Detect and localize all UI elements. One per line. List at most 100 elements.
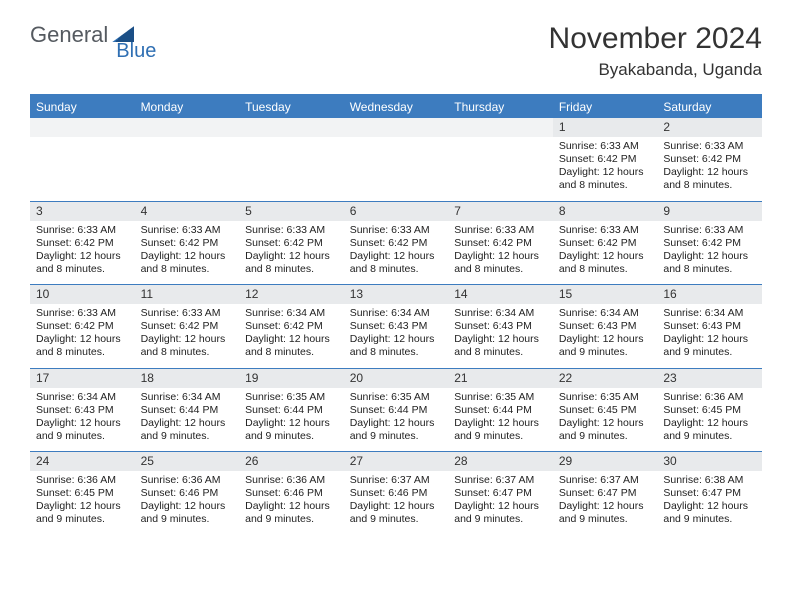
day-info-line: Sunrise: 6:38 AM: [663, 474, 756, 487]
day-info-line: Sunrise: 6:35 AM: [245, 391, 338, 404]
day-info-line: Daylight: 12 hours and 8 minutes.: [559, 250, 652, 276]
day-number: [239, 118, 344, 137]
day-info-line: Daylight: 12 hours and 8 minutes.: [141, 250, 234, 276]
day-content: Sunrise: 6:34 AMSunset: 6:42 PMDaylight:…: [239, 304, 344, 364]
day-info-line: Daylight: 12 hours and 9 minutes.: [663, 417, 756, 443]
day-content: Sunrise: 6:33 AMSunset: 6:42 PMDaylight:…: [344, 221, 449, 281]
daynum-row: 10111213141516: [30, 285, 762, 305]
day-content-cell: Sunrise: 6:33 AMSunset: 6:42 PMDaylight:…: [344, 221, 449, 285]
day-info-line: Sunrise: 6:36 AM: [663, 391, 756, 404]
day-info-line: Sunset: 6:42 PM: [141, 237, 234, 250]
day-info-line: Sunrise: 6:37 AM: [454, 474, 547, 487]
day-info-line: Daylight: 12 hours and 9 minutes.: [663, 333, 756, 359]
day-content: [448, 137, 553, 144]
day-number-cell: 8: [553, 201, 658, 221]
day-number: 5: [239, 202, 344, 221]
day-content-cell: Sunrise: 6:33 AMSunset: 6:42 PMDaylight:…: [135, 304, 240, 368]
day-content-cell: Sunrise: 6:35 AMSunset: 6:44 PMDaylight:…: [239, 388, 344, 452]
day-content-cell: Sunrise: 6:34 AMSunset: 6:42 PMDaylight:…: [239, 304, 344, 368]
day-content-cell: Sunrise: 6:33 AMSunset: 6:42 PMDaylight:…: [553, 137, 658, 201]
day-info-line: Sunrise: 6:33 AM: [454, 224, 547, 237]
day-number: 6: [344, 202, 449, 221]
day-number: 24: [30, 452, 135, 471]
weekday-row: SundayMondayTuesdayWednesdayThursdayFrid…: [30, 95, 762, 118]
day-info-line: Sunrise: 6:33 AM: [36, 307, 129, 320]
day-info-line: Sunrise: 6:33 AM: [350, 224, 443, 237]
day-content: Sunrise: 6:33 AMSunset: 6:42 PMDaylight:…: [448, 221, 553, 281]
day-number-cell: 4: [135, 201, 240, 221]
day-number-cell: 2: [657, 118, 762, 137]
day-info-line: Sunrise: 6:35 AM: [559, 391, 652, 404]
day-info-line: Sunset: 6:42 PM: [245, 237, 338, 250]
day-info-line: Daylight: 12 hours and 9 minutes.: [245, 500, 338, 526]
day-content-cell: Sunrise: 6:33 AMSunset: 6:42 PMDaylight:…: [553, 221, 658, 285]
day-content-cell: Sunrise: 6:34 AMSunset: 6:43 PMDaylight:…: [448, 304, 553, 368]
day-info-line: Sunrise: 6:35 AM: [350, 391, 443, 404]
day-content-cell: Sunrise: 6:34 AMSunset: 6:43 PMDaylight:…: [657, 304, 762, 368]
day-number-cell: 14: [448, 285, 553, 305]
day-info-line: Daylight: 12 hours and 9 minutes.: [663, 500, 756, 526]
day-content-cell: Sunrise: 6:36 AMSunset: 6:45 PMDaylight:…: [30, 471, 135, 535]
day-info-line: Sunset: 6:43 PM: [663, 320, 756, 333]
day-number: 29: [553, 452, 658, 471]
day-number: 14: [448, 285, 553, 304]
day-content: Sunrise: 6:34 AMSunset: 6:44 PMDaylight:…: [135, 388, 240, 448]
day-info-line: Sunset: 6:44 PM: [454, 404, 547, 417]
day-content-cell: [448, 137, 553, 201]
content-row: Sunrise: 6:33 AMSunset: 6:42 PMDaylight:…: [30, 221, 762, 285]
day-number-cell: 15: [553, 285, 658, 305]
day-number: 7: [448, 202, 553, 221]
day-info-line: Sunrise: 6:34 AM: [559, 307, 652, 320]
day-info-line: Sunset: 6:46 PM: [350, 487, 443, 500]
day-info-line: Daylight: 12 hours and 9 minutes.: [559, 500, 652, 526]
day-info-line: Daylight: 12 hours and 8 minutes.: [559, 166, 652, 192]
day-number-cell: 1: [553, 118, 658, 137]
day-number-cell: 19: [239, 368, 344, 388]
day-info-line: Sunset: 6:45 PM: [36, 487, 129, 500]
day-info-line: Daylight: 12 hours and 9 minutes.: [245, 417, 338, 443]
calendar-page: General Blue November 2024 Byakabanda, U…: [0, 0, 792, 535]
day-number: 30: [657, 452, 762, 471]
day-content: Sunrise: 6:34 AMSunset: 6:43 PMDaylight:…: [553, 304, 658, 364]
day-content: Sunrise: 6:34 AMSunset: 6:43 PMDaylight:…: [657, 304, 762, 364]
day-number-cell: 10: [30, 285, 135, 305]
day-info-line: Sunrise: 6:33 AM: [141, 307, 234, 320]
weekday-header: Thursday: [448, 95, 553, 118]
day-info-line: Sunrise: 6:33 AM: [663, 140, 756, 153]
day-info-line: Sunrise: 6:34 AM: [350, 307, 443, 320]
day-content: Sunrise: 6:36 AMSunset: 6:45 PMDaylight:…: [657, 388, 762, 448]
day-content-cell: Sunrise: 6:37 AMSunset: 6:46 PMDaylight:…: [344, 471, 449, 535]
day-number-cell: 23: [657, 368, 762, 388]
day-number: 8: [553, 202, 658, 221]
day-number: 4: [135, 202, 240, 221]
day-content: Sunrise: 6:37 AMSunset: 6:47 PMDaylight:…: [553, 471, 658, 531]
day-info-line: Daylight: 12 hours and 8 minutes.: [454, 333, 547, 359]
day-number-cell: 9: [657, 201, 762, 221]
day-info-line: Daylight: 12 hours and 9 minutes.: [454, 417, 547, 443]
weekday-header: Monday: [135, 95, 240, 118]
day-info-line: Daylight: 12 hours and 8 minutes.: [141, 333, 234, 359]
day-info-line: Sunrise: 6:33 AM: [559, 140, 652, 153]
day-info-line: Daylight: 12 hours and 8 minutes.: [36, 250, 129, 276]
day-info-line: Sunrise: 6:36 AM: [36, 474, 129, 487]
day-content: Sunrise: 6:37 AMSunset: 6:46 PMDaylight:…: [344, 471, 449, 531]
day-info-line: Sunrise: 6:36 AM: [245, 474, 338, 487]
day-info-line: Sunrise: 6:34 AM: [141, 391, 234, 404]
day-number-cell: 17: [30, 368, 135, 388]
day-info-line: Sunset: 6:42 PM: [141, 320, 234, 333]
day-number: 2: [657, 118, 762, 137]
day-number: 26: [239, 452, 344, 471]
day-number: 11: [135, 285, 240, 304]
day-info-line: Sunrise: 6:33 AM: [559, 224, 652, 237]
weekday-header: Tuesday: [239, 95, 344, 118]
day-content-cell: Sunrise: 6:35 AMSunset: 6:44 PMDaylight:…: [448, 388, 553, 452]
day-content-cell: Sunrise: 6:33 AMSunset: 6:42 PMDaylight:…: [448, 221, 553, 285]
day-info-line: Sunrise: 6:33 AM: [663, 224, 756, 237]
day-content-cell: Sunrise: 6:34 AMSunset: 6:43 PMDaylight:…: [553, 304, 658, 368]
daynum-row: 12: [30, 118, 762, 137]
day-content: Sunrise: 6:33 AMSunset: 6:42 PMDaylight:…: [135, 304, 240, 364]
day-number-cell: 6: [344, 201, 449, 221]
day-info-line: Sunset: 6:42 PM: [663, 237, 756, 250]
day-number: 16: [657, 285, 762, 304]
day-content-cell: Sunrise: 6:34 AMSunset: 6:43 PMDaylight:…: [30, 388, 135, 452]
